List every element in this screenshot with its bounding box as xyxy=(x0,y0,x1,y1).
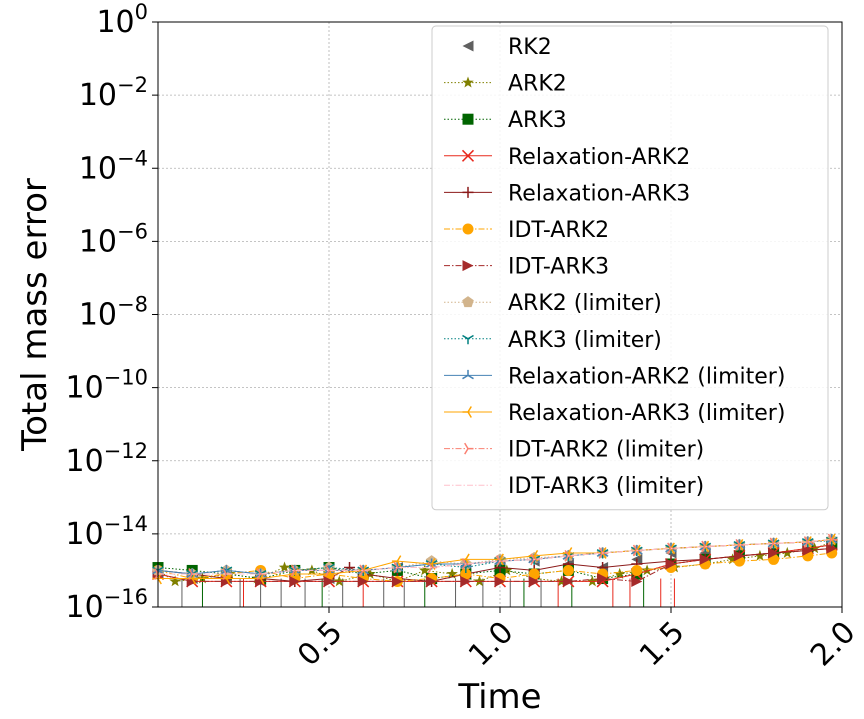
legend-entry: ARK2 (limiter) xyxy=(444,291,662,316)
legend-marker xyxy=(462,369,474,380)
legend-entry: ARK3 (limiter) xyxy=(444,328,662,353)
legend-label: RK2 xyxy=(508,35,552,60)
data-point xyxy=(333,575,345,587)
data-point xyxy=(501,564,513,576)
series-idt-ark3-limiter xyxy=(158,539,832,575)
legend-label: Relaxation-ARK2 xyxy=(508,145,690,170)
y-axis-ticks: 100 10−2 10−4 10−6 10−8 10−10 10−12 10−14 10−16 xyxy=(65,0,158,625)
x-axis-title: Time xyxy=(457,677,541,717)
series-line xyxy=(157,547,832,582)
legend-entry: Relaxation-ARK3 (limiter) xyxy=(444,401,785,426)
series-line xyxy=(157,541,832,582)
data-point xyxy=(768,547,780,559)
y-tick-label: 10−12 xyxy=(65,439,148,479)
data-point xyxy=(631,564,643,576)
data-point xyxy=(733,550,745,562)
legend-label: Relaxation-ARK3 (limiter) xyxy=(508,401,785,426)
legend-marker xyxy=(462,113,474,125)
legend-label: Relaxation-ARK3 xyxy=(508,181,690,206)
series-line xyxy=(158,539,832,575)
legend-label: IDT-ARK2 xyxy=(508,218,609,243)
data-point xyxy=(419,564,431,576)
data-point xyxy=(528,568,540,580)
legend-marker xyxy=(462,40,474,52)
legend-entry: Relaxation-ARK2 xyxy=(444,145,690,170)
data-point xyxy=(289,575,301,587)
legend: RK2 ARK2 ARK3 Relaxation-ARK2 Relaxation-ARK… xyxy=(431,25,829,511)
y-tick-label: 10−8 xyxy=(79,293,148,333)
data-point xyxy=(641,564,653,576)
legend-entry: Relaxation-ARK3 xyxy=(444,181,690,206)
data-point xyxy=(494,575,506,587)
y-tick-label: 10−2 xyxy=(79,73,148,113)
legend-entry: IDT-ARK3 (limiter) xyxy=(444,474,704,499)
legend-marker xyxy=(462,186,474,198)
legend-entry: IDT-ARK2 xyxy=(444,218,609,243)
data-point xyxy=(555,575,568,587)
legend-marker xyxy=(461,149,475,162)
data-point xyxy=(357,575,369,587)
data-point xyxy=(344,562,356,574)
data-point xyxy=(391,555,402,567)
legend-marker xyxy=(464,442,474,455)
legend-label: ARK3 xyxy=(508,108,567,133)
data-point xyxy=(391,575,403,587)
legend-entry: RK2 xyxy=(462,35,552,60)
y-tick-label: 10−16 xyxy=(65,585,148,625)
data-point xyxy=(562,575,574,587)
legend-marker xyxy=(462,260,474,272)
legend-entry: IDT-ARK2 (limiter) xyxy=(444,438,704,463)
data-point xyxy=(323,575,335,587)
legend-label: ARK3 (limiter) xyxy=(508,328,662,353)
legend-box xyxy=(431,25,829,511)
legend-label: ARK2 xyxy=(508,72,567,97)
legend-marker xyxy=(462,406,472,418)
y-tick-label: 10−6 xyxy=(79,219,148,259)
y-axis-title: Total mass error xyxy=(15,178,55,452)
data-point xyxy=(562,564,574,576)
data-point xyxy=(827,533,838,546)
data-point xyxy=(196,572,209,584)
series-relaxation-ark3-limiter xyxy=(152,533,836,585)
y-tick-label: 10−4 xyxy=(79,146,148,186)
data-point xyxy=(586,575,599,587)
data-point xyxy=(754,549,766,561)
y-tick-label: 100 xyxy=(96,0,148,40)
data-point xyxy=(460,575,472,587)
data-point xyxy=(528,575,540,587)
data-point xyxy=(726,553,739,565)
legend-entry: ARK2 xyxy=(444,72,567,97)
legend-entry: ARK3 xyxy=(444,108,567,133)
data-point xyxy=(597,573,609,585)
data-point xyxy=(613,567,626,579)
data-point xyxy=(460,568,472,580)
y-tick-label: 10−10 xyxy=(65,366,148,406)
data-point xyxy=(306,564,318,576)
legend-label: IDT-ARK2 (limiter) xyxy=(508,438,704,463)
data-point xyxy=(169,575,181,587)
legend-marker xyxy=(462,334,474,345)
data-point xyxy=(426,575,438,587)
data-point xyxy=(826,542,838,554)
data-point xyxy=(699,553,711,565)
data-point xyxy=(473,575,486,587)
legend-label: IDT-ARK3 xyxy=(508,255,609,280)
legend-marker xyxy=(462,76,474,88)
data-point xyxy=(631,575,643,587)
data-point xyxy=(665,558,677,570)
legend-entry: IDT-ARK3 xyxy=(444,255,609,280)
legend-entry: Relaxation-ARK2 (limiter) xyxy=(444,364,785,389)
data-point xyxy=(446,567,458,579)
legend-marker xyxy=(462,296,474,308)
series-layer xyxy=(151,533,838,607)
legend-label: Relaxation-ARK2 (limiter) xyxy=(508,364,785,389)
legend-label: IDT-ARK3 (limiter) xyxy=(508,474,704,499)
data-point xyxy=(220,564,233,575)
data-point xyxy=(278,561,291,573)
legend-label: ARK2 (limiter) xyxy=(508,291,662,316)
legend-marker xyxy=(462,223,474,235)
y-tick-label: 10−14 xyxy=(65,512,148,552)
